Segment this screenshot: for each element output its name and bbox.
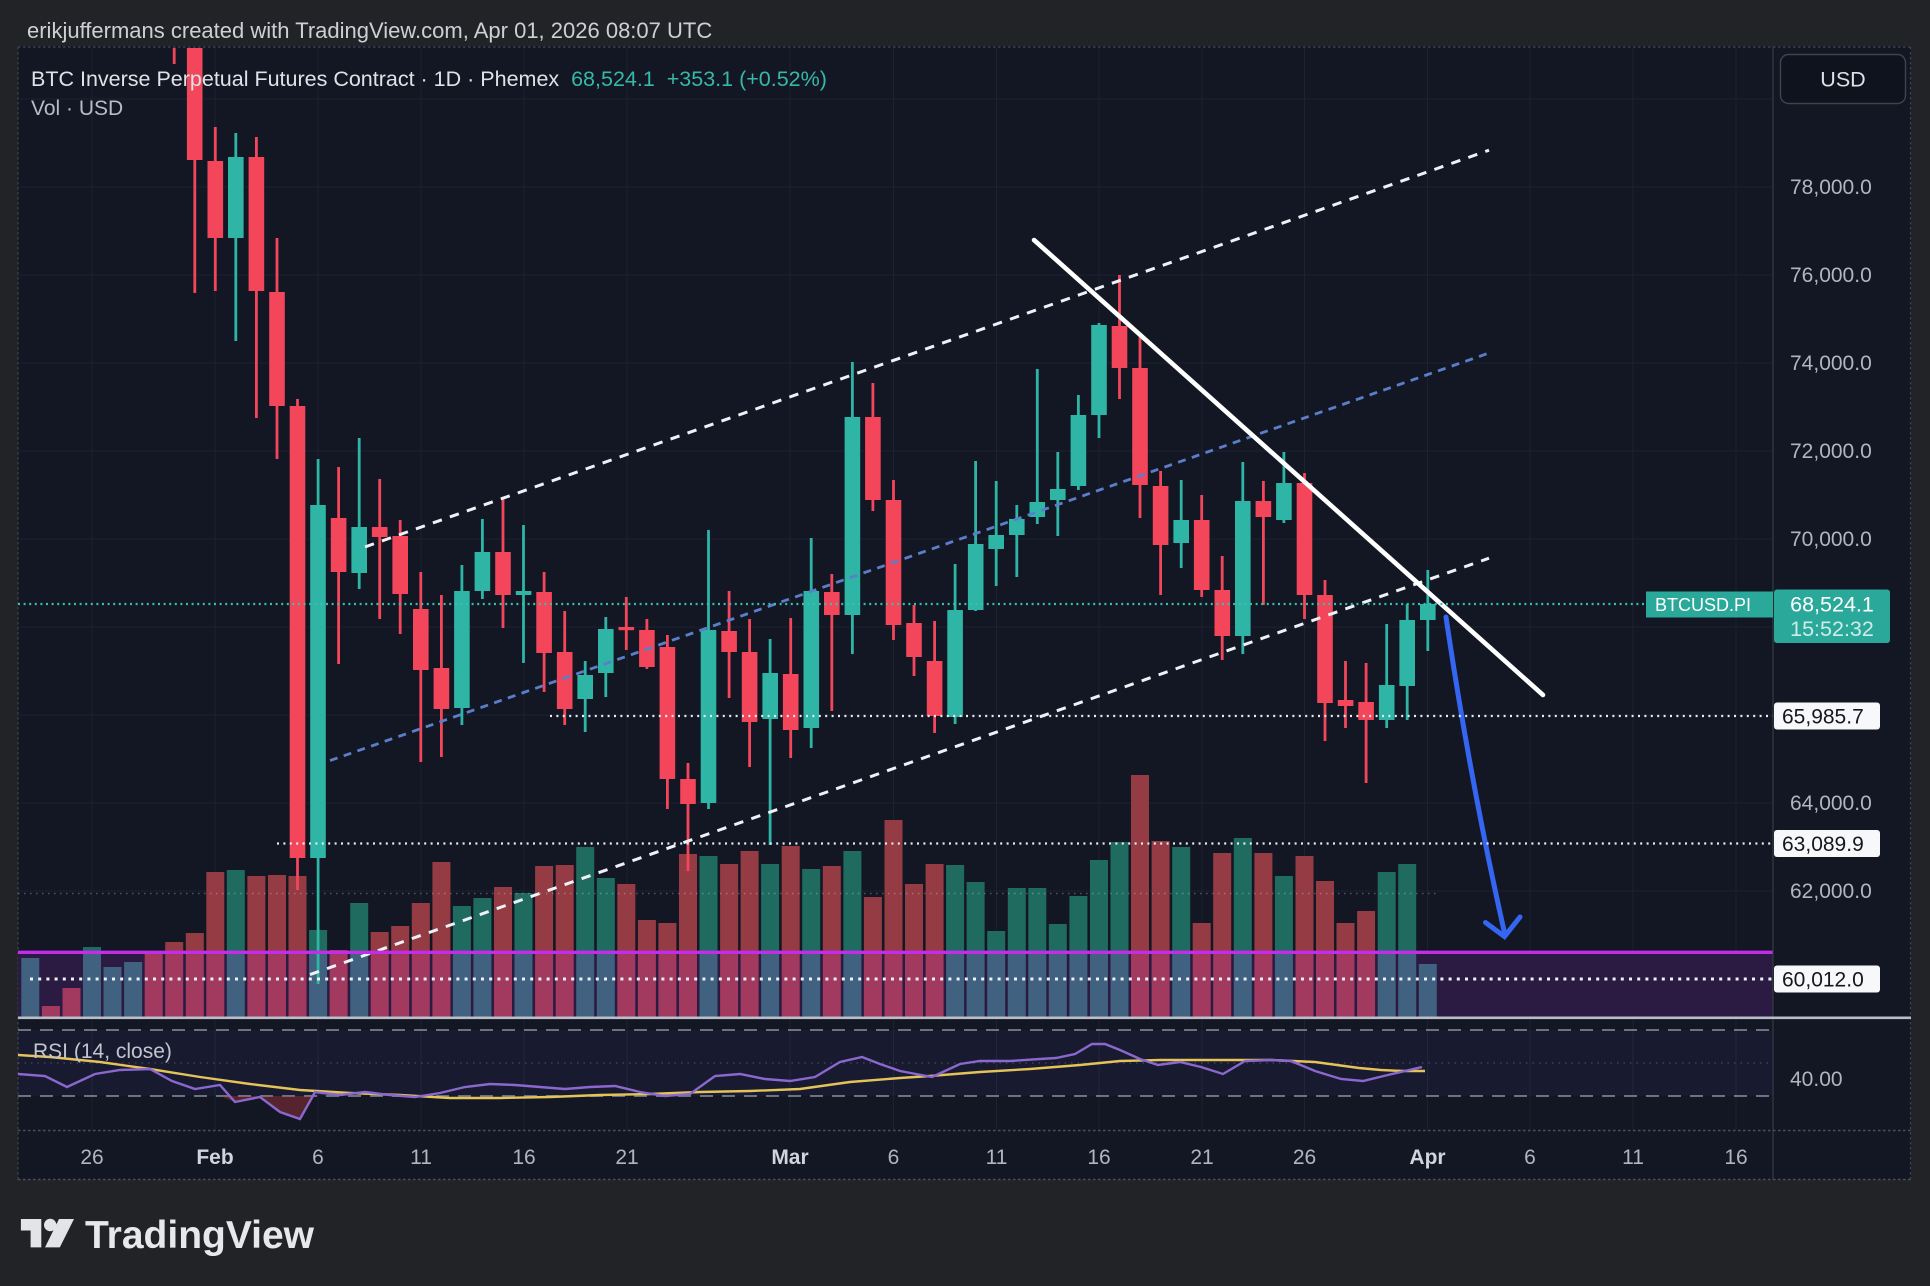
svg-text:16: 16 [1087,1146,1110,1169]
svg-text:Feb: Feb [196,1146,233,1169]
svg-text:BTCUSD.PI: BTCUSD.PI [1655,595,1751,615]
svg-text:11: 11 [986,1146,1008,1169]
svg-text:65,985.7: 65,985.7 [1782,706,1864,729]
svg-text:68,524.1: 68,524.1 [1790,593,1874,617]
svg-text:70,000.0: 70,000.0 [1790,528,1872,551]
svg-text:USD: USD [1820,68,1865,92]
svg-text:TradingView: TradingView [85,1214,315,1257]
svg-text:63,089.9: 63,089.9 [1782,833,1864,856]
svg-text:78,000.0: 78,000.0 [1790,176,1872,199]
svg-text:11: 11 [410,1146,432,1169]
svg-text:21: 21 [1190,1146,1213,1169]
svg-text:16: 16 [512,1146,535,1169]
svg-text:62,000.0: 62,000.0 [1790,880,1872,903]
svg-text:6: 6 [888,1146,900,1169]
svg-text:BTC Inverse Perpetual Futures: BTC Inverse Perpetual Futures Contract ·… [31,67,827,91]
svg-text:76,000.0: 76,000.0 [1790,264,1872,287]
svg-text:6: 6 [312,1146,324,1169]
svg-text:60,012.0: 60,012.0 [1782,969,1864,992]
svg-text:erikjuffermans created with Tr: erikjuffermans created with TradingView.… [27,18,712,43]
svg-text:6: 6 [1524,1146,1536,1169]
svg-text:21: 21 [615,1146,638,1169]
svg-text:26: 26 [80,1146,103,1169]
svg-text:RSI (14, close): RSI (14, close) [33,1040,172,1063]
svg-text:26: 26 [1293,1146,1316,1169]
svg-text:Apr: Apr [1409,1146,1445,1169]
svg-text:72,000.0: 72,000.0 [1790,440,1872,463]
svg-text:64,000.0: 64,000.0 [1790,792,1872,815]
svg-text:16: 16 [1724,1146,1747,1169]
svg-text:Vol · USD: Vol · USD [31,97,123,120]
svg-text:40.00: 40.00 [1790,1068,1843,1091]
svg-text:15:52:32: 15:52:32 [1790,617,1874,641]
svg-text:Mar: Mar [771,1146,808,1169]
svg-text:74,000.0: 74,000.0 [1790,352,1872,375]
svg-text:11: 11 [1622,1146,1644,1169]
